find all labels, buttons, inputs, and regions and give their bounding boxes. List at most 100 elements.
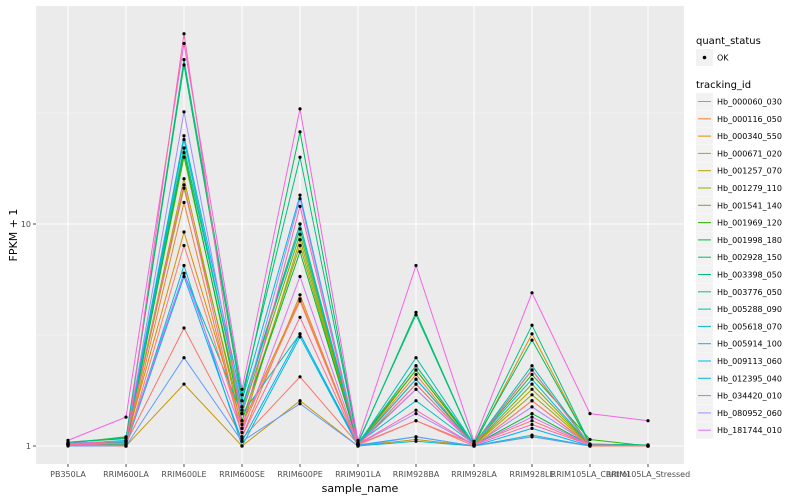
x-tick-label: RRIM928BA xyxy=(393,470,440,479)
legend-title-quant-status: quant_status xyxy=(696,36,761,47)
x-tick-label: RRIM600LA xyxy=(103,470,149,479)
x-tick-label: RRIM600LE xyxy=(161,470,206,479)
data-point xyxy=(298,332,302,336)
data-point xyxy=(414,412,418,416)
data-point xyxy=(646,444,650,448)
data-point xyxy=(240,412,244,416)
data-point xyxy=(240,426,244,430)
data-point xyxy=(298,204,302,208)
data-point xyxy=(182,183,186,187)
data-point xyxy=(124,415,128,419)
data-point xyxy=(124,439,128,443)
data-point xyxy=(414,377,418,381)
data-point xyxy=(530,387,534,391)
data-point xyxy=(414,435,418,439)
data-point xyxy=(298,250,302,254)
data-point xyxy=(240,387,244,391)
data-point xyxy=(356,438,360,442)
data-point xyxy=(646,419,650,423)
data-point xyxy=(182,150,186,155)
data-point xyxy=(298,197,302,201)
legend-label: Hb_034420_010 xyxy=(717,392,782,401)
x-tick-label: RRIM928LA xyxy=(451,470,497,479)
y-tick-label: 10 xyxy=(21,220,31,229)
legend-label-ok: OK xyxy=(717,54,729,63)
legend-label: Hb_181744_010 xyxy=(717,426,782,435)
data-point xyxy=(298,299,302,303)
legend-label: Hb_000671_020 xyxy=(717,149,782,158)
legend-label: Hb_005618_070 xyxy=(717,322,782,331)
data-point xyxy=(240,430,244,435)
data-point xyxy=(182,230,186,234)
data-point xyxy=(182,177,186,181)
legend-title-tracking-id: tracking_id xyxy=(696,80,751,91)
legend: quant_status OK tracking_id Hb_000060_03… xyxy=(696,36,782,439)
data-point xyxy=(182,41,186,46)
data-point xyxy=(182,356,186,360)
data-point xyxy=(588,412,592,416)
data-point xyxy=(124,436,128,440)
data-point xyxy=(124,444,128,448)
data-point xyxy=(182,110,186,114)
legend-label: Hb_001998_180 xyxy=(717,236,782,245)
data-point xyxy=(298,274,302,279)
data-point xyxy=(530,426,534,430)
data-point xyxy=(298,399,302,403)
data-point xyxy=(414,310,418,314)
data-point xyxy=(298,243,302,248)
legend-point-ok xyxy=(702,55,707,60)
data-point xyxy=(530,332,534,336)
data-point xyxy=(240,444,244,448)
legend-label: Hb_000116_050 xyxy=(717,115,782,124)
x-tick-label: RRIM901LA xyxy=(335,470,381,479)
data-point xyxy=(530,412,534,416)
data-point xyxy=(588,444,592,448)
data-point xyxy=(530,419,534,423)
data-point xyxy=(298,222,302,226)
data-point xyxy=(530,393,534,397)
y-axis-title: FPKM + 1 xyxy=(7,209,20,262)
data-point xyxy=(588,437,592,442)
data-point xyxy=(530,368,534,372)
data-point xyxy=(182,382,186,386)
legend-label: Hb_002928_150 xyxy=(717,253,782,262)
data-point xyxy=(472,444,476,448)
legend-label: Hb_005914_100 xyxy=(717,340,782,349)
data-point xyxy=(530,382,534,386)
x-tick-label: PB350LA xyxy=(50,470,86,479)
data-point xyxy=(298,293,302,297)
data-point xyxy=(356,443,360,447)
legend-label: Hb_009113_060 xyxy=(717,357,782,366)
data-point xyxy=(530,372,534,377)
data-point xyxy=(182,58,186,62)
data-point xyxy=(240,422,244,427)
data-point xyxy=(414,419,418,423)
data-point xyxy=(298,238,302,242)
legend-series: Hb_000060_030 Hb_000116_050 Hb_000340_550 H… xyxy=(696,93,782,439)
data-point xyxy=(298,227,302,231)
legend-label: Hb_012395_040 xyxy=(717,374,782,383)
data-point xyxy=(240,405,244,409)
data-point xyxy=(182,271,186,275)
x-tick-label: RRIM600SE xyxy=(219,470,265,479)
x-tick-label: RRIM105LA_Stressed xyxy=(606,470,690,479)
x-tick-label: RRIM600PE xyxy=(277,470,323,479)
data-point xyxy=(530,338,534,342)
data-point xyxy=(298,107,302,111)
data-point xyxy=(414,439,418,443)
data-point xyxy=(182,134,186,138)
data-point xyxy=(414,313,418,317)
data-point xyxy=(298,232,302,236)
data-point xyxy=(182,263,186,268)
legend-label: Hb_001541_140 xyxy=(717,201,782,210)
data-point xyxy=(182,155,186,159)
data-point xyxy=(414,356,418,360)
data-point xyxy=(182,326,186,330)
data-point xyxy=(298,402,302,406)
data-point xyxy=(182,63,186,67)
data-point xyxy=(298,130,302,134)
data-point xyxy=(240,439,244,443)
data-point xyxy=(414,263,418,268)
x-tick-label: RRIM928LE xyxy=(509,470,554,479)
y-axis: 1 10 xyxy=(21,220,36,451)
